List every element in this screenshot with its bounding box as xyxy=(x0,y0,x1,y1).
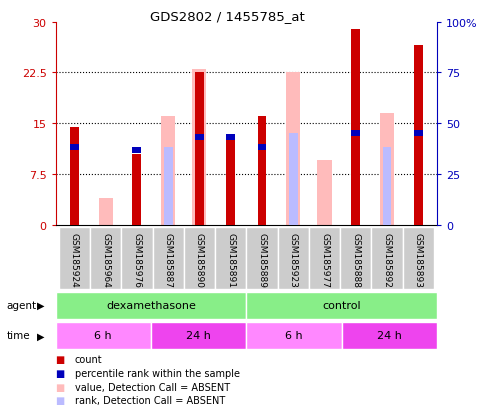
Text: 6 h: 6 h xyxy=(285,330,303,341)
Bar xyxy=(195,134,204,225)
Bar xyxy=(414,131,423,137)
Bar xyxy=(246,322,342,349)
Bar xyxy=(383,147,391,225)
Text: GSM185892: GSM185892 xyxy=(383,232,392,287)
Bar xyxy=(58,227,90,289)
Bar xyxy=(161,117,175,225)
Bar xyxy=(227,141,235,225)
Bar xyxy=(151,322,246,349)
Bar xyxy=(278,227,309,289)
Bar xyxy=(340,227,371,289)
Bar xyxy=(90,227,121,289)
Bar xyxy=(184,227,215,289)
Bar xyxy=(352,29,360,225)
Text: GSM185890: GSM185890 xyxy=(195,232,204,287)
Text: ■: ■ xyxy=(56,382,65,392)
Bar xyxy=(286,73,300,225)
Bar xyxy=(56,322,151,349)
Text: GSM185893: GSM185893 xyxy=(414,232,423,287)
Text: 6 h: 6 h xyxy=(95,330,112,341)
Text: GSM185887: GSM185887 xyxy=(164,232,172,287)
Bar xyxy=(380,114,394,225)
Text: count: count xyxy=(75,354,102,364)
Bar xyxy=(164,147,172,225)
Bar xyxy=(215,227,246,289)
Text: GSM185976: GSM185976 xyxy=(132,232,142,287)
Text: rank, Detection Call = ABSENT: rank, Detection Call = ABSENT xyxy=(75,395,225,405)
Bar xyxy=(99,198,113,225)
Text: time: time xyxy=(6,330,30,341)
Text: value, Detection Call = ABSENT: value, Detection Call = ABSENT xyxy=(75,382,230,392)
Bar xyxy=(414,46,423,225)
Text: GSM185964: GSM185964 xyxy=(101,232,110,287)
Text: 24 h: 24 h xyxy=(377,330,402,341)
Bar xyxy=(195,134,204,140)
Text: GSM185889: GSM185889 xyxy=(257,232,267,287)
Text: ■: ■ xyxy=(56,354,65,364)
Text: ■: ■ xyxy=(56,368,65,378)
Bar xyxy=(246,292,437,319)
Text: agent: agent xyxy=(6,300,36,311)
Text: 24 h: 24 h xyxy=(186,330,211,341)
Text: GSM185888: GSM185888 xyxy=(351,232,360,287)
Bar xyxy=(132,148,141,154)
Bar xyxy=(153,227,184,289)
Bar xyxy=(403,227,434,289)
Bar xyxy=(56,292,246,319)
Text: GDS2802 / 1455785_at: GDS2802 / 1455785_at xyxy=(150,10,304,23)
Bar xyxy=(132,154,141,225)
Text: control: control xyxy=(323,300,361,311)
Bar xyxy=(371,227,403,289)
Bar xyxy=(317,161,331,225)
Bar xyxy=(257,145,266,151)
Text: ▶: ▶ xyxy=(37,330,45,341)
Text: GSM185924: GSM185924 xyxy=(70,232,79,287)
Text: dexamethasone: dexamethasone xyxy=(106,300,196,311)
Bar xyxy=(257,117,266,225)
Bar xyxy=(289,134,298,225)
Text: ▶: ▶ xyxy=(37,300,45,311)
Bar xyxy=(70,145,79,151)
Text: GSM185923: GSM185923 xyxy=(289,232,298,287)
Text: ■: ■ xyxy=(56,395,65,405)
Bar xyxy=(246,227,278,289)
Bar xyxy=(352,131,360,137)
Bar xyxy=(121,227,153,289)
Bar xyxy=(309,227,340,289)
Bar xyxy=(227,134,235,140)
Bar xyxy=(195,73,204,225)
Text: GSM185977: GSM185977 xyxy=(320,232,329,287)
Bar xyxy=(342,322,437,349)
Bar xyxy=(70,127,79,225)
Text: GSM185891: GSM185891 xyxy=(226,232,235,287)
Bar xyxy=(192,70,206,225)
Text: percentile rank within the sample: percentile rank within the sample xyxy=(75,368,240,378)
